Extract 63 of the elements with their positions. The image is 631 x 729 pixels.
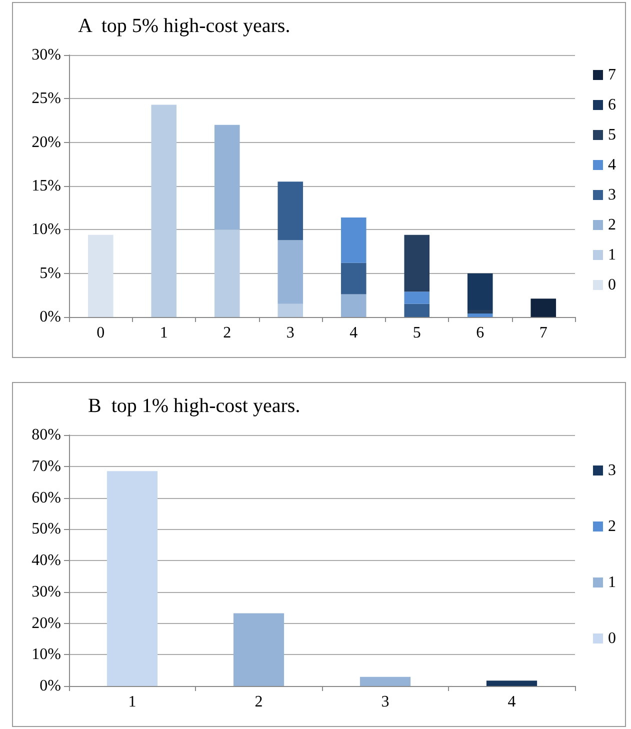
bar — [88, 234, 114, 317]
y-tick-label: 40% — [32, 552, 61, 569]
bar — [404, 234, 430, 292]
y-tick-label: 30% — [32, 46, 61, 64]
bar — [151, 104, 177, 317]
bar — [467, 314, 493, 317]
bar — [530, 298, 556, 317]
bar — [467, 273, 493, 310]
x-tick-label: 3 — [286, 324, 294, 342]
legend-label: 4 — [608, 156, 616, 174]
legend-label: 6 — [608, 96, 616, 114]
legend-label: 5 — [608, 126, 616, 144]
chart-title: A top 5% high-cost years. — [78, 15, 290, 37]
legend-label: 1 — [608, 246, 616, 264]
legend-label: 0 — [608, 630, 616, 647]
bar — [467, 310, 493, 314]
bar — [404, 292, 430, 304]
bar — [106, 471, 158, 686]
legend-label: 2 — [608, 216, 616, 234]
y-tick-label: 30% — [32, 583, 61, 600]
y-tick-label: 20% — [32, 134, 61, 151]
bar — [404, 304, 430, 317]
x-tick-label: 1 — [128, 694, 136, 710]
x-tick-label: 1 — [160, 324, 168, 342]
x-tick-label: 4 — [350, 324, 358, 342]
x-tick-label: 7 — [539, 324, 548, 342]
bar — [233, 613, 284, 686]
bar — [486, 680, 538, 686]
bar — [214, 124, 240, 230]
y-tick-label: 20% — [32, 614, 61, 632]
x-tick-label: 3 — [381, 694, 390, 710]
legend-label: 0 — [608, 276, 616, 294]
y-tick-label: 0% — [40, 308, 61, 326]
x-tick-label: 4 — [508, 694, 516, 710]
bar — [340, 262, 366, 294]
bar — [278, 304, 304, 317]
bar — [340, 294, 366, 317]
bar — [278, 240, 304, 304]
x-tick-label: 2 — [254, 694, 263, 710]
y-tick-label: 10% — [32, 221, 61, 238]
y-tick-label: 70% — [32, 458, 61, 475]
y-tick-label: 25% — [32, 90, 61, 108]
bar — [278, 182, 304, 240]
bar — [340, 217, 366, 263]
y-tick-label: 10% — [32, 646, 61, 664]
y-tick-label: 0% — [40, 678, 61, 694]
x-tick-label: 0 — [96, 324, 105, 342]
x-tick-label: 6 — [476, 324, 484, 342]
bar — [214, 230, 240, 317]
x-tick-label: 5 — [412, 324, 421, 342]
y-tick-label: 80% — [32, 426, 61, 444]
legend-label: 3 — [608, 186, 616, 204]
bar — [360, 676, 411, 686]
y-tick-label: 15% — [32, 178, 61, 194]
x-tick-label: 2 — [223, 324, 232, 342]
chart-title: B top 1% high-cost years. — [88, 395, 300, 417]
legend-label: 1 — [608, 574, 616, 591]
legend-label: 2 — [608, 518, 616, 535]
legend-label: 7 — [608, 66, 616, 84]
legend-label: 3 — [608, 462, 616, 479]
y-tick-label: 50% — [32, 520, 61, 538]
y-tick-label: 60% — [32, 489, 61, 506]
y-tick-label: 5% — [40, 264, 61, 282]
